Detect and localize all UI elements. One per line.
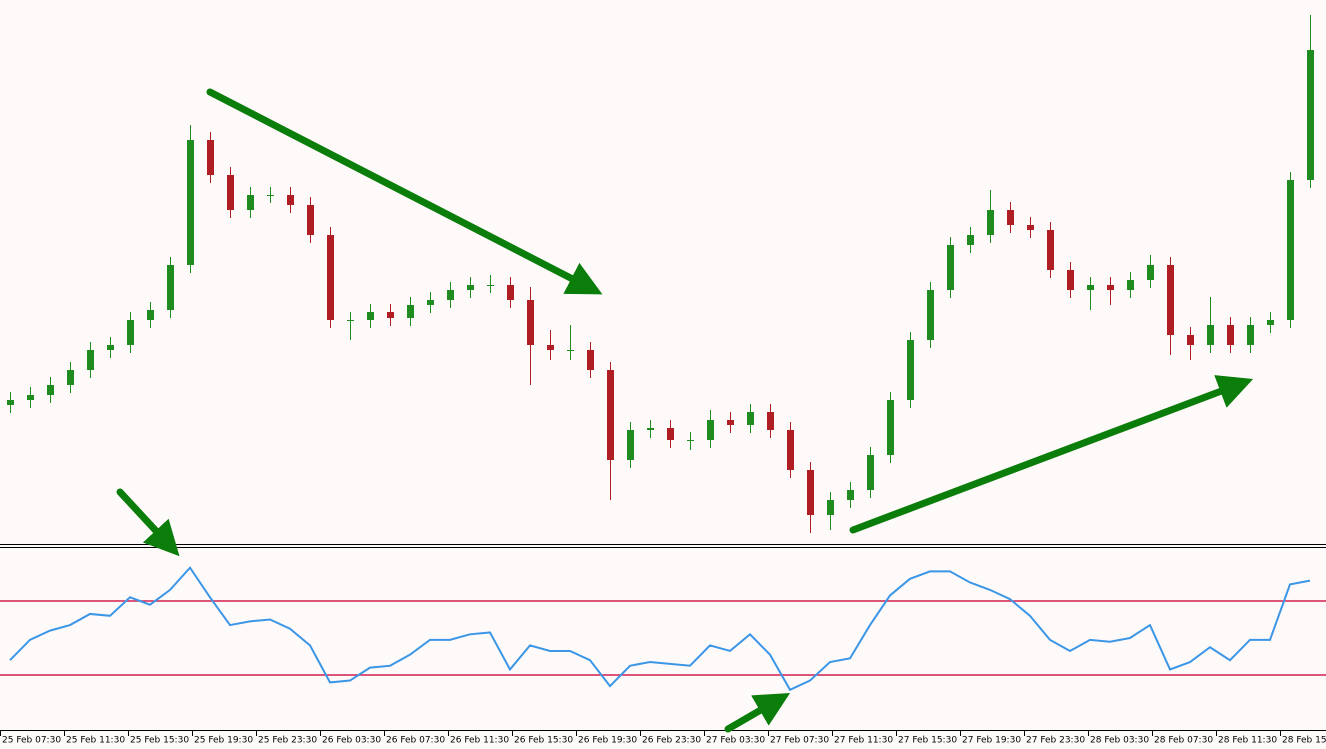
candle-body <box>227 175 234 210</box>
candle-body <box>1167 265 1174 335</box>
candle-body <box>207 140 214 175</box>
candle-body <box>1007 210 1014 225</box>
candle-body <box>307 205 314 235</box>
candle-body <box>87 350 94 370</box>
pointer-arrow <box>724 692 791 733</box>
x-tick-label: 25 Feb 11:30 <box>66 736 125 746</box>
candle-body <box>1207 325 1214 345</box>
indicator-panel <box>0 566 1326 692</box>
candle-body <box>467 285 474 290</box>
x-tick-label: 27 Feb 07:30 <box>770 736 829 746</box>
candle-body <box>827 500 834 515</box>
x-tick-label: 26 Feb 11:30 <box>450 736 509 746</box>
candle-body <box>727 420 734 425</box>
candle-body <box>427 300 434 305</box>
candle-body <box>507 285 514 300</box>
candle-body <box>627 430 634 460</box>
x-tick-label: 26 Feb 23:30 <box>642 736 701 746</box>
candle-body <box>1087 285 1094 290</box>
annotations <box>116 88 1254 733</box>
candle-body <box>1227 325 1234 345</box>
candle-body <box>47 385 54 395</box>
candle-body <box>127 320 134 345</box>
candle-body <box>387 312 394 318</box>
candle-body <box>1067 270 1074 290</box>
candle-body <box>247 195 254 210</box>
x-tick-label: 28 Feb 11:30 <box>1218 736 1277 746</box>
candle-body <box>67 370 74 385</box>
candle-body <box>1187 335 1194 345</box>
candle-body <box>947 245 954 290</box>
candle-body <box>667 428 674 440</box>
candle-body <box>1147 265 1154 280</box>
trend-arrow <box>849 375 1254 534</box>
candle-body <box>747 412 754 425</box>
candle-body <box>647 428 654 430</box>
candle-body <box>707 420 714 440</box>
candle-body <box>187 140 194 265</box>
candle-body <box>967 235 974 245</box>
candle-body <box>847 490 854 500</box>
candle-body <box>1047 230 1054 270</box>
candle-body <box>147 310 154 320</box>
x-tick-label: 26 Feb 15:30 <box>514 736 573 746</box>
candle-body <box>1027 225 1034 230</box>
candle-body <box>367 312 374 320</box>
candle-body <box>607 370 614 460</box>
candle-body <box>1127 280 1134 290</box>
candle-body <box>27 395 34 400</box>
candle-body <box>687 440 694 441</box>
candle-body <box>567 350 574 351</box>
x-tick-label: 28 Feb 03:30 <box>1090 736 1149 746</box>
candle-body <box>1307 50 1314 180</box>
pointer-arrow <box>116 488 180 557</box>
x-tick-label: 27 Feb 15:30 <box>898 736 957 746</box>
candle-body <box>267 195 274 196</box>
x-tick-label: 27 Feb 03:30 <box>706 736 765 746</box>
candle-body <box>447 290 454 300</box>
candle-body <box>1107 285 1114 290</box>
candle-body <box>887 400 894 455</box>
x-tick-label: 26 Feb 07:30 <box>386 736 445 746</box>
indicator-line <box>9 566 1311 692</box>
candle-body <box>1247 325 1254 345</box>
candle-body <box>107 345 114 350</box>
candle-body <box>407 305 414 318</box>
candle-body <box>1267 320 1274 325</box>
candle-body <box>327 235 334 320</box>
candle-body <box>167 265 174 310</box>
x-tick-label: 25 Feb 23:30 <box>258 736 317 746</box>
candle-body <box>7 400 14 405</box>
candle-body <box>787 430 794 470</box>
x-tick-label: 27 Feb 11:30 <box>834 736 893 746</box>
candle-body <box>987 210 994 235</box>
candle-body <box>1287 180 1294 320</box>
candle-body <box>927 290 934 340</box>
x-tick-label: 26 Feb 03:30 <box>322 736 381 746</box>
price-panel <box>7 15 1314 533</box>
candle-body <box>527 300 534 345</box>
candle-body <box>807 470 814 515</box>
x-tick-label: 27 Feb 23:30 <box>1026 736 1085 746</box>
x-tick-label: 25 Feb 15:30 <box>130 736 189 746</box>
candle-body <box>487 285 494 286</box>
candle-body <box>767 412 774 430</box>
x-tick-label: 25 Feb 19:30 <box>194 736 253 746</box>
candle-body <box>287 195 294 205</box>
candle-body <box>907 340 914 400</box>
candle-body <box>867 455 874 490</box>
candle-body <box>547 345 554 350</box>
x-tick-label: 27 Feb 19:30 <box>962 736 1021 746</box>
x-tick-label: 28 Feb 07:30 <box>1154 736 1213 746</box>
x-tick-label: 28 Feb 15:30 <box>1282 736 1326 746</box>
x-axis: 25 Feb 07:30 25 Feb 11:30 25 Feb 15:30 25 F… <box>0 731 1326 746</box>
trend-arrow <box>206 88 603 295</box>
x-tick-label: 25 Feb 07:30 <box>2 736 61 746</box>
candle-body <box>587 350 594 370</box>
candle-body <box>347 320 354 321</box>
x-tick-label: 26 Feb 19:30 <box>578 736 637 746</box>
